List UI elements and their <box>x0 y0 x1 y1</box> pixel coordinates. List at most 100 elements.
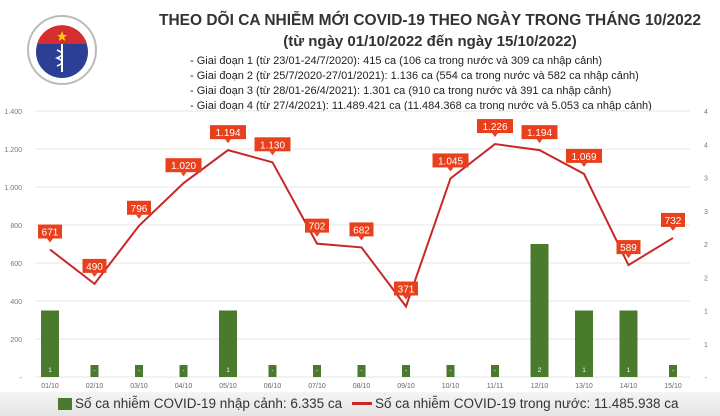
bar <box>491 365 499 377</box>
data-label: 732 <box>665 216 682 227</box>
bar <box>575 310 593 377</box>
data-label: 1.020 <box>171 161 196 172</box>
bar <box>530 244 549 377</box>
left-tick-label: 1.000 <box>4 185 22 192</box>
data-label-box <box>477 119 513 134</box>
right-tick-label: 4 <box>704 109 708 116</box>
data-label: 1.194 <box>215 128 240 139</box>
phase-summary: - Giai đoạn 1 (từ 23/01-24/7/2020): 415 … <box>190 54 652 114</box>
bar-label: 1 <box>582 367 586 374</box>
right-tick-label: 2 <box>704 242 708 249</box>
x-tick-label: 06/10 <box>264 383 282 390</box>
data-label-box <box>38 224 62 239</box>
data-label-pointer <box>314 232 320 237</box>
x-tick-label: 04/10 <box>175 383 193 390</box>
data-label: 490 <box>86 262 103 273</box>
x-tick-label: 14/10 <box>620 383 638 390</box>
bar <box>446 365 455 377</box>
left-tick-label: 1.200 <box>4 147 22 154</box>
data-label-pointer <box>225 139 231 144</box>
bar <box>135 365 143 377</box>
bar-label: - <box>360 367 362 374</box>
x-tick-label: 12/10 <box>531 383 549 390</box>
data-label: 589 <box>620 243 637 254</box>
bar-label: - <box>93 367 95 374</box>
data-label-pointer <box>403 295 409 300</box>
data-label-box <box>165 158 202 173</box>
bar-label: - <box>449 367 451 374</box>
bar-label: - <box>316 367 318 374</box>
data-label: 371 <box>398 285 415 296</box>
data-label: 796 <box>131 204 148 215</box>
data-label-pointer <box>492 133 498 138</box>
bar <box>268 365 277 377</box>
bar <box>669 365 677 377</box>
x-tick-label: 05/10 <box>219 383 237 390</box>
phase-1: - Giai đoạn 1 (từ 23/01-24/7/2020): 415 … <box>190 55 603 67</box>
left-tick-label: 800 <box>10 223 22 230</box>
right-tick-label: 1 <box>704 342 708 349</box>
bar <box>219 310 237 377</box>
data-label: 1.130 <box>260 140 285 151</box>
bar-label: - <box>182 367 184 374</box>
right-tick-label: 3 <box>704 209 708 216</box>
legend-item-line: Số ca nhiễm COVID-19 trong nước: 11.485.… <box>352 396 679 411</box>
phase-3: - Giai đoạn 3 (từ 28/01-26/4/2021): 1.30… <box>190 85 612 97</box>
bar <box>402 365 410 377</box>
bar <box>357 365 366 377</box>
bar <box>619 310 638 377</box>
right-tick-label: 2 <box>704 275 708 282</box>
data-label-pointer <box>136 214 142 219</box>
bar-label: - <box>405 367 407 374</box>
left-tick-label: 600 <box>10 261 22 268</box>
data-label-box <box>566 148 602 163</box>
bar <box>90 365 99 377</box>
legend-label-bar: Số ca nhiễm COVID-19 nhập cảnh: 6.335 ca <box>75 396 343 411</box>
bar <box>41 310 59 377</box>
bar <box>179 365 188 377</box>
left-tick-label: 1.400 <box>4 109 22 116</box>
data-label-box <box>394 281 418 296</box>
data-label-pointer <box>536 139 543 144</box>
data-label-pointer <box>581 162 587 167</box>
legend-label-line: Số ca nhiễm COVID-19 trong nước: 11.485.… <box>375 396 679 411</box>
data-label-box <box>616 240 641 255</box>
line-series <box>49 143 674 309</box>
data-label-pointer <box>625 254 632 259</box>
legend: Số ca nhiễm COVID-19 nhập cảnh: 6.335 ca… <box>0 392 720 416</box>
chart: - 200 400 600 800 1.000 1.200 1.400 - 1 1 2 2 3 3 4 4 1 01… <box>4 109 708 390</box>
bar-label: - <box>138 367 140 374</box>
data-label-box <box>521 125 558 140</box>
data-label-pointer <box>180 172 187 177</box>
bar-label: 2 <box>538 367 542 374</box>
phase-4: - Giai đoạn 4 (từ 27/4/2021): 11.489.421… <box>190 100 652 112</box>
phase-2: - Giai đoạn 2 (từ 25/7/2020-27/01/2021):… <box>190 70 639 82</box>
left-tick-label: 400 <box>10 299 22 306</box>
data-label-box <box>349 222 374 237</box>
bar-label: 1 <box>627 367 631 374</box>
data-label-box <box>127 200 151 215</box>
x-tick-label: 07/10 <box>308 383 326 390</box>
data-label-pointer <box>447 167 454 172</box>
right-tick-label: 3 <box>704 176 708 183</box>
legend-item-bar: Số ca nhiễm COVID-19 nhập cảnh: 6.335 ca <box>58 396 342 411</box>
data-label: 702 <box>309 222 326 233</box>
data-label: 1.069 <box>571 152 596 163</box>
right-tick-label: 1 <box>704 309 708 316</box>
x-tick-label: 15/10 <box>664 383 682 390</box>
bar-label: 1 <box>226 367 230 374</box>
data-label-pointer <box>269 151 276 156</box>
legend-swatch-bar <box>58 397 72 410</box>
data-label-box <box>661 212 685 227</box>
data-label: 682 <box>353 225 370 236</box>
data-label: 671 <box>42 228 59 239</box>
data-label: 1.194 <box>527 128 552 139</box>
chart-subtitle: (từ ngày 01/10/2022 đến ngày 15/10/2022) <box>283 33 577 50</box>
data-label-pointer <box>670 226 676 231</box>
ministry-of-health-logo <box>26 14 98 91</box>
x-tick-label: 10/10 <box>442 383 460 390</box>
x-tick-label: 03/10 <box>130 383 148 390</box>
data-label: 1.045 <box>438 156 463 167</box>
x-tick-label: 08/10 <box>353 383 371 390</box>
bar-label: 1 <box>48 367 52 374</box>
